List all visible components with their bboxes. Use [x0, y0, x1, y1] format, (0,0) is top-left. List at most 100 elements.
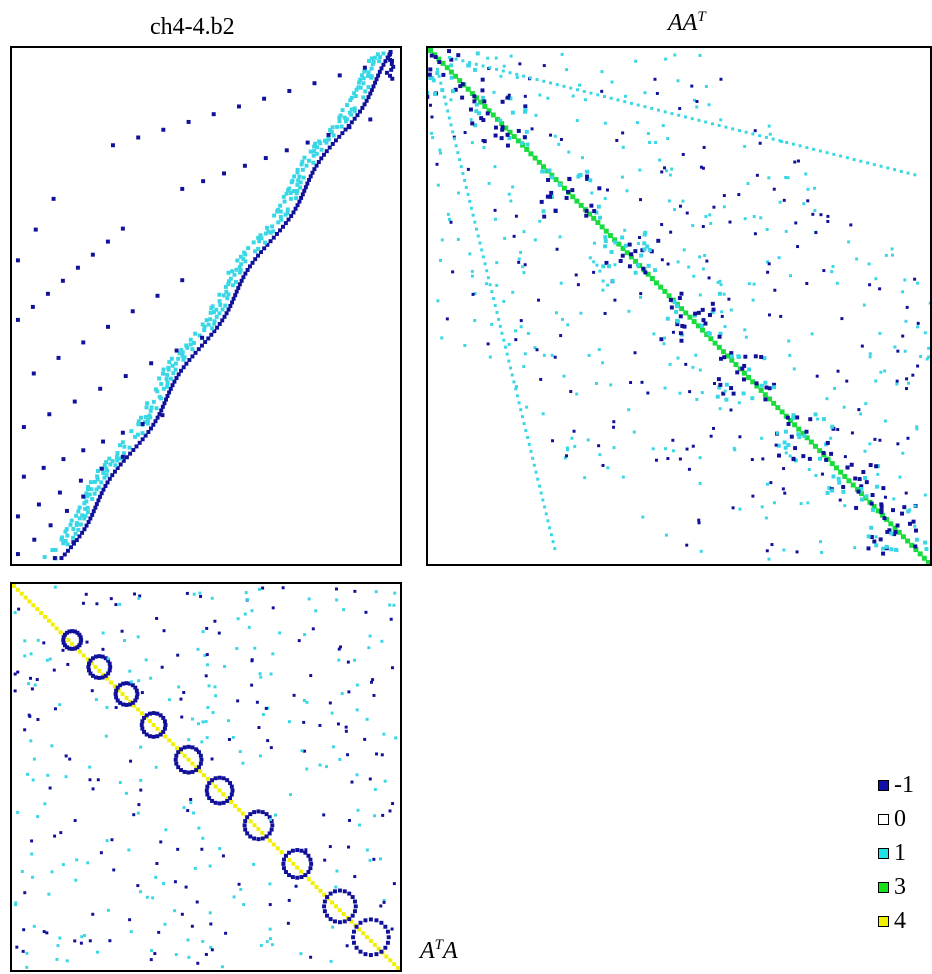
matrix-entry-one — [340, 108, 345, 113]
matrix-entry-neg-one — [167, 390, 172, 395]
matrix-entry-one — [832, 152, 836, 156]
matrix-entry-one — [363, 89, 368, 94]
matrix-entry-scatter — [598, 269, 602, 273]
ring-entry-neg-one — [217, 775, 222, 780]
matrix-entry-offdiag — [668, 297, 673, 302]
matrix-entry-neg-one — [374, 77, 379, 82]
matrix-entry-neg-one — [81, 448, 86, 453]
matrix-entry-scatter — [129, 680, 133, 684]
matrix-entry-one — [113, 463, 118, 468]
ring-entry-neg-one — [158, 713, 163, 718]
matrix-entry-neg-one — [383, 59, 388, 64]
legend-swatch-zero — [878, 814, 889, 825]
matrix-entry-scatter — [513, 329, 517, 333]
ring-entry-neg-one — [124, 681, 129, 686]
diagonal-entry-three — [628, 254, 634, 260]
matrix-entry-neg-one — [115, 466, 120, 471]
matrix-entry-scatter — [768, 132, 772, 136]
matrix-entry-offdiag — [777, 453, 781, 458]
matrix-entry-scatter — [779, 314, 783, 318]
matrix-entry-offdiag — [429, 53, 434, 58]
matrix-entry-scatter — [765, 228, 769, 231]
matrix-entry-one — [149, 405, 154, 410]
matrix-entry-scatter — [661, 124, 665, 128]
matrix-entry-offdiag — [479, 116, 484, 121]
matrix-entry-scatter — [176, 653, 180, 657]
matrix-entry-scatter — [729, 408, 733, 412]
diagonal-entry-four — [167, 738, 172, 743]
matrix-entry-offdiag — [493, 125, 498, 130]
matrix-entry-scatter — [180, 715, 184, 719]
matrix-entry-scatter — [664, 533, 668, 537]
matrix-entry-one — [104, 460, 109, 465]
diagonal-entry-three — [448, 69, 454, 75]
matrix-entry-one — [555, 83, 559, 87]
matrix-entry-offdiag — [807, 456, 812, 461]
value-legend: -1 0 1 3 4 — [878, 770, 932, 940]
matrix-entry-offdiag — [796, 432, 801, 437]
matrix-entry-one — [791, 142, 795, 146]
matrix-entry-one — [480, 248, 484, 252]
matrix-entry-offdiag — [481, 118, 486, 123]
matrix-entry-neg-one — [128, 451, 133, 456]
matrix-entry-scatter — [446, 212, 450, 216]
matrix-entry-scatter — [592, 270, 596, 274]
matrix-entry-scatter — [127, 848, 131, 852]
matrix-entry-one — [308, 149, 313, 154]
matrix-entry-offdiag — [678, 331, 683, 336]
diagonal-entry-four — [202, 773, 206, 778]
matrix-entry-one — [202, 328, 207, 333]
matrix-entry-scatter — [106, 908, 110, 912]
matrix-entry-one — [463, 178, 467, 182]
matrix-entry-neg-one — [15, 317, 20, 322]
matrix-entry-offdiag — [481, 95, 486, 100]
matrix-entry-one — [206, 322, 211, 327]
matrix-entry-scatter — [761, 457, 765, 461]
matrix-entry-offdiag — [724, 382, 729, 387]
matrix-entry-offdiag — [763, 397, 768, 402]
matrix-entry-scatter — [901, 451, 905, 455]
matrix-entry-one — [270, 224, 275, 229]
matrix-entry-one — [226, 270, 231, 275]
ring-entry-neg-one — [243, 819, 248, 824]
matrix-entry-neg-one — [124, 455, 129, 460]
matrix-entry-one — [228, 276, 233, 281]
matrix-entry-scatter — [209, 922, 213, 926]
legend-label-neg-one: -1 — [894, 772, 914, 798]
diagonal-entry-four — [287, 857, 292, 862]
matrix-entry-scatter — [271, 652, 275, 656]
matrix-entry-one — [204, 318, 209, 323]
matrix-entry-scatter — [118, 781, 122, 785]
matrix-entry-one — [710, 122, 714, 126]
matrix-entry-scatter — [392, 603, 396, 607]
matrix-entry-scatter — [838, 498, 842, 502]
ring-entry-neg-one — [347, 917, 352, 922]
matrix-entry-one — [85, 494, 90, 499]
ring-entry-neg-one — [179, 768, 184, 773]
matrix-entry-one — [440, 88, 444, 92]
matrix-entry-scatter — [842, 405, 846, 409]
matrix-entry-scatter — [133, 592, 137, 596]
diagonal-entry-three — [892, 525, 898, 531]
matrix-entry-scatter — [595, 263, 599, 267]
matrix-entry-scatter — [565, 68, 569, 72]
matrix-entry-scatter — [592, 260, 596, 264]
ring-entry-neg-one — [295, 848, 300, 853]
matrix-entry-one — [643, 105, 647, 109]
matrix-entry-scatter — [173, 880, 177, 884]
diagonal-entry-four — [101, 672, 106, 677]
matrix-entry-scatter — [470, 269, 474, 273]
matrix-entry-one — [454, 57, 458, 61]
matrix-entry-scatter — [390, 927, 394, 931]
matrix-a-spy-plot — [15, 49, 396, 561]
diagonal-entry-three — [532, 155, 538, 161]
matrix-entry-scatter — [452, 135, 456, 139]
matrix-entry-scatter — [559, 334, 563, 338]
matrix-entry-scatter — [640, 380, 644, 384]
matrix-entry-scatter — [105, 705, 109, 709]
matrix-entry-one — [285, 211, 290, 216]
matrix-entry-scatter — [507, 343, 511, 346]
diagonal-entry-four — [77, 649, 82, 654]
matrix-entry-offdiag — [520, 141, 525, 146]
matrix-entry-scatter — [523, 263, 527, 267]
